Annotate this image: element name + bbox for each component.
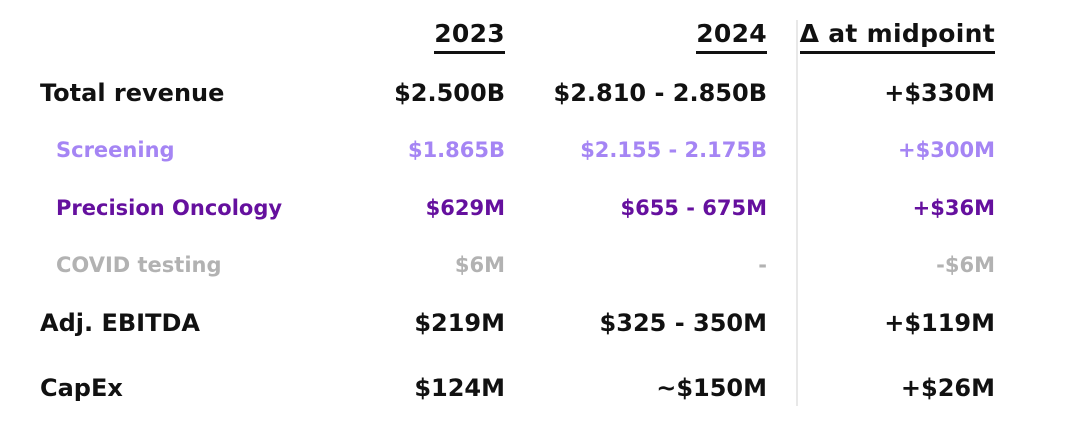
covid-testing-2024: - [758,253,767,277]
capex-delta: +$26M [900,374,995,402]
total-revenue-delta: +$330M [884,78,995,107]
screening-2023: $1.865B [407,138,505,162]
header-2023: 2023 [320,0,505,64]
precision-oncology-2023: $629M [425,195,505,220]
header-2024-label: 2024 [696,19,767,54]
header-delta-at-midpoint: Δ at midpoint [767,0,995,64]
header-empty-cell [0,0,320,64]
screening-delta: +$300M [898,138,995,162]
row-label-total-revenue: Total revenue [40,78,225,107]
row-label-screening: Screening [56,138,175,162]
adj-ebitda-delta: +$119M [884,308,995,337]
header-2024: 2024 [505,0,767,64]
covid-testing-delta: -$6M [936,253,995,277]
total-revenue-2024: $2.810 - 2.850B [553,78,768,107]
header-delta-label: Δ at midpoint [799,19,995,54]
covid-testing-2023: $6M [454,253,505,277]
column-divider [796,20,798,406]
precision-oncology-2024: $655 - 675M [620,195,767,220]
adj-ebitda-2024: $325 - 350M [599,308,767,337]
capex-2024: ~$150M [656,374,767,402]
total-revenue-2023: $2.500B [394,78,505,107]
header-2023-label: 2023 [434,19,505,54]
capex-2023: $124M [414,374,505,402]
precision-oncology-delta: +$36M [912,195,995,220]
screening-2024: $2.155 - 2.175B [580,138,767,162]
row-label-adj-ebitda: Adj. EBITDA [40,308,200,337]
adj-ebitda-2023: $219M [414,308,505,337]
row-label-capex: CapEx [40,374,123,402]
row-label-precision-oncology: Precision Oncology [56,195,283,220]
row-label-covid-testing: COVID testing [56,253,222,277]
